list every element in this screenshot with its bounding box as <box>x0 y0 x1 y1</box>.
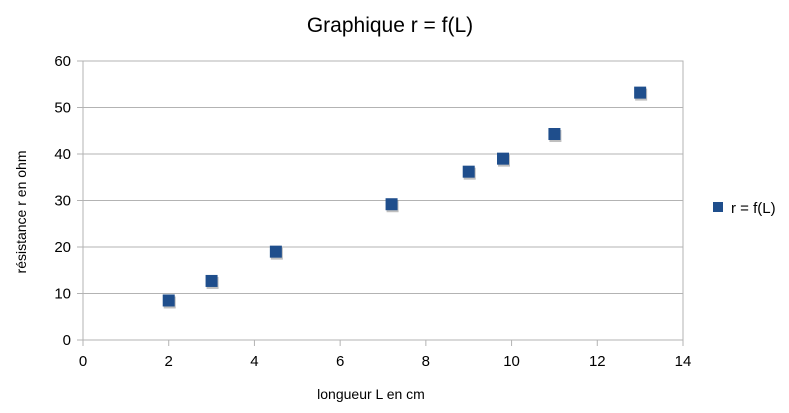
data-point <box>269 245 283 260</box>
y-tick-label-20: 20 <box>54 239 71 256</box>
data-point-marker <box>162 294 175 307</box>
y-tick-label-40: 40 <box>54 146 71 163</box>
y-tick-label-10: 10 <box>54 286 71 303</box>
data-point-marker <box>385 198 398 211</box>
data-points <box>162 86 648 309</box>
y-tick-label-50: 50 <box>54 100 71 117</box>
x-axis-title: longueur L en cm <box>317 386 425 402</box>
x-tick-label-14: 14 <box>675 353 692 370</box>
data-point <box>385 198 399 213</box>
data-point <box>205 274 219 289</box>
data-point-marker <box>634 86 647 99</box>
data-point-marker <box>462 165 475 178</box>
data-point-marker <box>269 245 282 258</box>
x-tick-label-10: 10 <box>503 353 520 370</box>
y-axis-ticks: 0 10 20 30 40 50 60 <box>54 53 83 349</box>
x-tick-label-8: 8 <box>422 353 430 370</box>
y-axis-title: résistance r en ohm <box>13 151 29 274</box>
x-tick-label-12: 12 <box>589 353 606 370</box>
data-point-marker <box>497 152 509 165</box>
chart-title: Graphique r = f(L) <box>307 14 473 37</box>
data-point <box>462 165 476 180</box>
x-tick-label-0: 0 <box>79 353 87 370</box>
y-tick-label-0: 0 <box>63 332 71 349</box>
y-tick-label-60: 60 <box>54 53 71 70</box>
data-point-marker <box>205 274 218 287</box>
x-tick-label-2: 2 <box>165 353 173 370</box>
legend-label: r = f(L) <box>731 200 776 217</box>
x-axis-ticks: 0 2 4 6 8 10 12 14 <box>79 340 692 370</box>
data-point <box>634 86 648 101</box>
x-tick-label-4: 4 <box>250 353 258 370</box>
data-point <box>162 294 176 309</box>
data-point <box>548 128 562 143</box>
legend-marker <box>713 202 723 212</box>
data-point-marker <box>548 128 561 141</box>
data-point <box>497 152 510 167</box>
x-tick-label-6: 6 <box>336 353 344 370</box>
legend: r = f(L) <box>713 200 776 217</box>
y-tick-label-30: 30 <box>54 193 71 210</box>
